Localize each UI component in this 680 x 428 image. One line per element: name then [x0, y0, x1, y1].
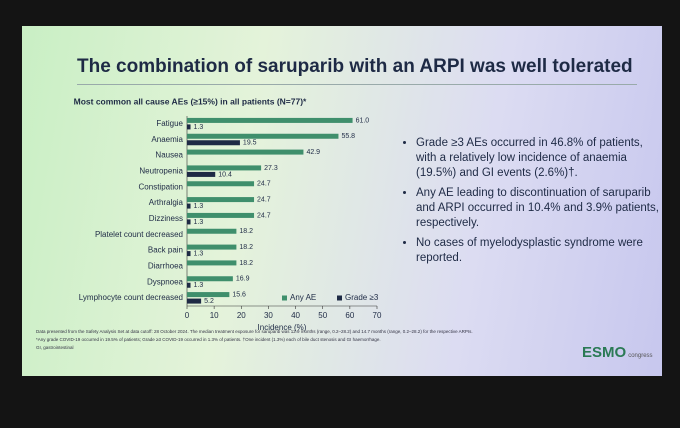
- slide-title: The combination of saruparib with an ARP…: [77, 56, 633, 77]
- bar: [187, 276, 233, 282]
- data-label: 10.4: [218, 171, 232, 178]
- data-label: 24.7: [257, 181, 271, 188]
- data-label: 18.2: [239, 244, 253, 251]
- y-tick-label: Anaemia: [151, 135, 183, 144]
- x-axis-label: Incidence (%): [258, 323, 307, 332]
- slide: The combination of saruparib with an ARP…: [22, 26, 662, 376]
- bar: [187, 117, 353, 123]
- data-label: 19.5: [243, 140, 257, 147]
- data-label: 1.3: [194, 282, 204, 289]
- bar: [187, 228, 237, 234]
- bullets: Grade ≥3 AEs occurred in 46.8% of patien…: [400, 136, 662, 271]
- bullet: Grade ≥3 AEs occurred in 46.8% of patien…: [416, 136, 662, 181]
- y-tick-label: Dizziness: [149, 214, 183, 223]
- bar: [187, 181, 255, 187]
- x-tick-label: 40: [291, 311, 300, 320]
- y-tick-label: Constipation: [139, 182, 183, 191]
- data-label: 1.3: [194, 250, 204, 257]
- footnote: *Any grade COVID-19 occurred in 19.5% of…: [36, 337, 381, 342]
- x-tick-label: 30: [264, 311, 273, 320]
- data-label: 15.6: [232, 291, 246, 298]
- bar: [187, 197, 255, 203]
- bar: [187, 219, 191, 225]
- bar: [187, 133, 339, 139]
- logo-text: ESMO: [582, 344, 627, 361]
- data-label: 61.0: [356, 117, 370, 124]
- y-tick-label: Platelet count decreased: [95, 230, 183, 239]
- data-label: 27.3: [264, 165, 278, 172]
- bar: [187, 251, 191, 257]
- bar: [187, 292, 230, 298]
- y-tick-label: Fatigue: [156, 119, 183, 128]
- data-label: 18.2: [239, 228, 253, 235]
- footnotes: Data presented from the Safety Analysis …: [36, 328, 556, 352]
- y-tick-label: Arthralgia: [149, 198, 184, 207]
- logo: ESMO congress: [582, 344, 653, 361]
- data-label: 24.7: [257, 196, 271, 203]
- footnote: GI, gastrointestinal: [36, 345, 74, 350]
- data-label: 16.9: [236, 276, 250, 283]
- title-rule: [77, 84, 637, 85]
- legend-swatch: [282, 295, 287, 301]
- data-label: 42.9: [306, 149, 320, 156]
- bar: [187, 282, 191, 288]
- y-tick-label: Neutropenia: [139, 167, 183, 176]
- data-label: 1.3: [194, 219, 204, 226]
- data-label: 24.7: [257, 212, 271, 219]
- x-tick-label: 10: [210, 311, 219, 320]
- y-tick-label: Back pain: [148, 246, 183, 255]
- x-tick-label: 20: [237, 311, 246, 320]
- x-tick-label: 60: [345, 311, 354, 320]
- x-tick-label: 0: [185, 311, 190, 320]
- y-tick-label: Lymphocyte count decreased: [79, 293, 183, 302]
- bar: [187, 171, 216, 177]
- y-tick-label: Dyspnoea: [147, 277, 184, 286]
- legend-label: Any AE: [290, 293, 316, 302]
- y-tick-label: Nausea: [155, 151, 183, 160]
- bar: [187, 212, 255, 218]
- legend-swatch: [337, 295, 342, 301]
- data-label: 18.2: [239, 260, 253, 267]
- data-label: 55.8: [341, 133, 355, 140]
- data-label: 1.3: [194, 203, 204, 210]
- legend-label: Grade ≥3: [345, 293, 379, 302]
- bar: [187, 124, 191, 130]
- chart: Most common all cause AEs (≥15%) in all …: [74, 96, 382, 332]
- data-label: 1.3: [194, 124, 204, 131]
- bar: [187, 260, 237, 266]
- data-label: 5.2: [204, 298, 214, 305]
- footnote: Data presented from the Safety Analysis …: [36, 329, 473, 334]
- logo-sub: congress: [628, 353, 653, 359]
- x-tick-label: 70: [373, 311, 382, 320]
- y-tick-label: Diarrhoea: [148, 262, 184, 271]
- x-tick-label: 50: [318, 311, 327, 320]
- bullet: No cases of myelodysplastic syndrome wer…: [416, 236, 662, 266]
- bar: [187, 298, 202, 304]
- bar: [187, 140, 240, 146]
- bar: [187, 203, 191, 209]
- bar: [187, 165, 262, 171]
- bar: [187, 149, 304, 155]
- bar: [187, 244, 237, 250]
- bullet: Any AE leading to discontinuation of sar…: [416, 186, 662, 231]
- chart-title: Most common all cause AEs (≥15%) in all …: [74, 96, 307, 106]
